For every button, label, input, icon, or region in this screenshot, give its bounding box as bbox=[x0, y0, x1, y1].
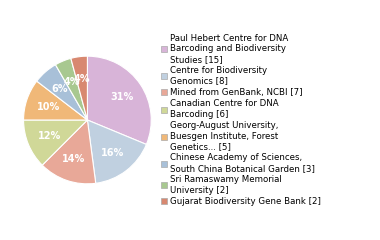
Wedge shape bbox=[87, 56, 151, 144]
Text: 31%: 31% bbox=[110, 92, 133, 102]
Text: 10%: 10% bbox=[36, 102, 60, 112]
Text: 12%: 12% bbox=[38, 131, 61, 141]
Wedge shape bbox=[71, 56, 87, 120]
Wedge shape bbox=[55, 58, 87, 120]
Wedge shape bbox=[42, 120, 96, 184]
Text: 4%: 4% bbox=[74, 74, 90, 84]
Text: 14%: 14% bbox=[62, 154, 86, 164]
Text: 4%: 4% bbox=[63, 77, 80, 87]
Wedge shape bbox=[87, 120, 146, 183]
Text: 16%: 16% bbox=[101, 148, 124, 158]
Wedge shape bbox=[24, 81, 87, 120]
Wedge shape bbox=[37, 65, 87, 120]
Text: 6%: 6% bbox=[52, 84, 68, 94]
Legend: Paul Hebert Centre for DNA
Barcoding and Biodiversity
Studies [15], Centre for B: Paul Hebert Centre for DNA Barcoding and… bbox=[161, 34, 321, 206]
Wedge shape bbox=[24, 120, 87, 165]
